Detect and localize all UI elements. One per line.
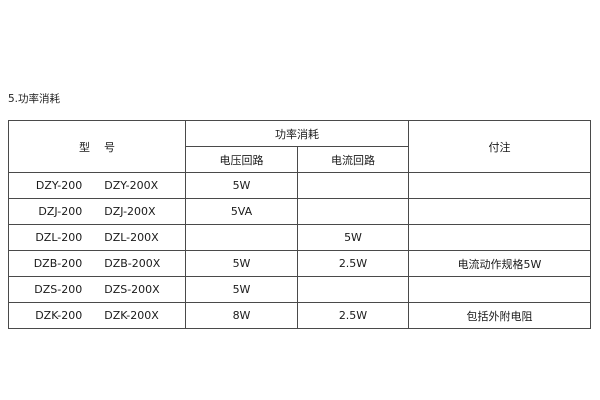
column-header-remark: 付注 bbox=[408, 120, 591, 173]
cell-voltage-circuit bbox=[185, 224, 298, 251]
model-primary: DZJ-200 bbox=[38, 205, 83, 218]
model-variant: DZJ-200X bbox=[104, 205, 156, 218]
cell-model: DZB-200 DZB-200X bbox=[8, 250, 186, 277]
cell-model: DZS-200 DZS-200X bbox=[8, 276, 186, 303]
cell-model: DZL-200 DZL-200X bbox=[8, 224, 186, 251]
column-header-power-consumption: 功率消耗 bbox=[185, 120, 409, 147]
cell-remark bbox=[408, 198, 591, 225]
cell-remark: 电流动作规格5W bbox=[408, 250, 591, 277]
cell-current-circuit: 2.5W bbox=[297, 250, 409, 277]
model-primary: DZL-200 bbox=[35, 231, 83, 244]
model-variant: DZS-200X bbox=[104, 283, 160, 296]
table-row: DZS-200 DZS-200X 5W bbox=[8, 276, 591, 303]
section-title: 5.功率消耗 bbox=[8, 93, 61, 105]
cell-model: DZY-200 DZY-200X bbox=[8, 172, 186, 199]
cell-model: DZJ-200 DZJ-200X bbox=[8, 198, 186, 225]
table-row: DZY-200 DZY-200X 5W bbox=[8, 172, 591, 199]
cell-voltage-circuit: 5VA bbox=[185, 198, 298, 225]
cell-remark: 包括外附电阻 bbox=[408, 302, 591, 329]
table-row: DZL-200 DZL-200X 5W bbox=[8, 224, 591, 251]
cell-voltage-circuit: 5W bbox=[185, 276, 298, 303]
cell-current-circuit bbox=[297, 172, 409, 199]
cell-remark bbox=[408, 276, 591, 303]
table-header-row-primary: 型号 功率消耗 付注 bbox=[8, 120, 591, 173]
cell-voltage-circuit: 5W bbox=[185, 172, 298, 199]
cell-current-circuit: 2.5W bbox=[297, 302, 409, 329]
cell-remark bbox=[408, 172, 591, 199]
cell-current-circuit bbox=[297, 198, 409, 225]
cell-remark bbox=[408, 224, 591, 251]
model-primary: DZS-200 bbox=[34, 283, 83, 296]
table-row: DZJ-200 DZJ-200X 5VA bbox=[8, 198, 591, 225]
cell-current-circuit: 5W bbox=[297, 224, 409, 251]
model-primary: DZY-200 bbox=[35, 179, 83, 192]
cell-current-circuit bbox=[297, 276, 409, 303]
model-variant: DZY-200X bbox=[104, 179, 159, 192]
table-row: DZK-200 DZK-200X 8W 2.5W 包括外附电阻 bbox=[8, 302, 591, 329]
table-row: DZB-200 DZB-200X 5W 2.5W 电流动作规格5W bbox=[8, 250, 591, 277]
cell-voltage-circuit: 8W bbox=[185, 302, 298, 329]
model-variant: DZK-200X bbox=[104, 309, 159, 322]
model-header-char-b: 号 bbox=[104, 140, 115, 154]
column-header-voltage-circuit: 电压回路 bbox=[185, 146, 298, 173]
model-header-char-a: 型 bbox=[79, 140, 90, 154]
power-consumption-table: 型号 功率消耗 付注 电压回路 电流回路 DZY-200 DZY-200X 5W bbox=[8, 120, 591, 329]
model-primary: DZB-200 bbox=[33, 257, 83, 270]
cell-model: DZK-200 DZK-200X bbox=[8, 302, 186, 329]
model-variant: DZL-200X bbox=[104, 231, 159, 244]
model-primary: DZK-200 bbox=[35, 309, 83, 322]
column-header-model: 型号 bbox=[8, 120, 186, 173]
column-header-current-circuit: 电流回路 bbox=[297, 146, 409, 173]
cell-voltage-circuit: 5W bbox=[185, 250, 298, 277]
model-variant: DZB-200X bbox=[104, 257, 161, 270]
table-header-row-secondary: 电压回路 电流回路 bbox=[9, 146, 591, 173]
